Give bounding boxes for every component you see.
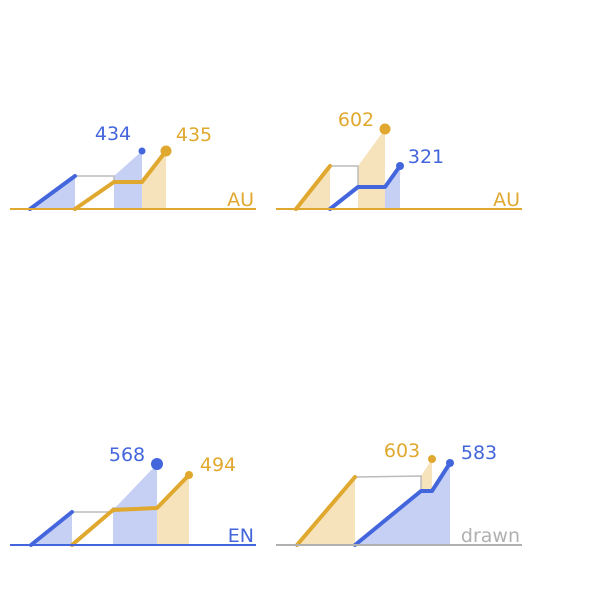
panel-1-baseline-label: AU [227, 189, 254, 211]
panel-2-baseline-label: AU [493, 189, 520, 211]
panel-4-connector [354, 475, 432, 492]
panel-2-gold-value-label: 602 [338, 109, 374, 131]
panel-2-blue-area [385, 166, 400, 209]
panel-3-blue-end-dot [151, 458, 163, 470]
panel-3-baseline-label: EN [228, 525, 254, 547]
panel-3-gold-area [157, 475, 189, 545]
panel-4-blue-area [355, 463, 450, 545]
panel-4-gold-line [295, 475, 357, 547]
panel-3-gold-line [70, 473, 191, 547]
panel-1-gold-line [73, 149, 168, 211]
panel-4-gold-value-label: 603 [384, 440, 420, 462]
panel-4-gold-end-dot [428, 455, 436, 463]
panel-4-baseline-label: drawn [461, 525, 520, 547]
panel-1-blue-end-dot [138, 147, 146, 155]
panel-3-blue-value-label: 568 [109, 444, 145, 466]
panel-3-gold-value-label: 494 [200, 454, 236, 476]
panel-1: 434 435 AU [10, 123, 256, 211]
panel-4-gold-area [297, 459, 432, 545]
panel-1-gold-area [142, 151, 166, 209]
panel-1-blue-area [30, 151, 142, 209]
panel-3: 568 494 EN [10, 444, 256, 547]
panel-2-blue-line [328, 164, 402, 211]
panel-2-gold-line [294, 164, 332, 211]
panel-1-blue-value-label: 434 [95, 123, 131, 145]
panel-3-blue-line [29, 510, 74, 547]
panel-3-gold-end-dot [185, 471, 193, 479]
panel-2: 602 321 AU [276, 109, 522, 211]
panel-1-gold-value-label: 435 [176, 124, 212, 146]
panel-3-blue-area [31, 464, 157, 545]
panel-1-blue-line [28, 174, 77, 211]
panel-4: 603 583 drawn [276, 440, 522, 547]
panel-2-blue-value-label: 321 [408, 146, 444, 168]
panel-1-gold-end-dot [160, 145, 172, 157]
panel-4-blue-value-label: 583 [461, 442, 497, 464]
panel-4-blue-line [353, 461, 452, 547]
panel-4-blue-end-dot [446, 459, 454, 467]
panel-2-gold-end-dot [379, 123, 391, 135]
panel-2-blue-end-dot [396, 162, 404, 170]
panel-2-gold-area [296, 129, 385, 209]
